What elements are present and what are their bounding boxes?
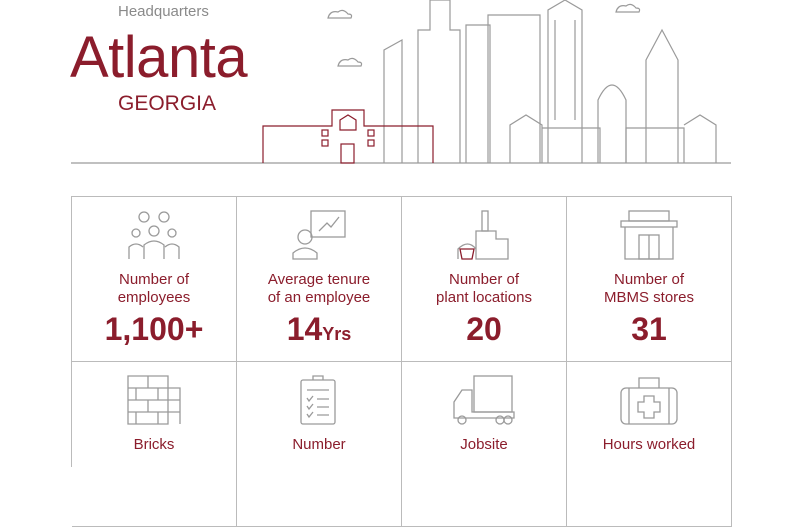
stat-label-line2: plant locations — [436, 289, 532, 306]
stat-employees: Number of employees 1,100+ — [72, 197, 237, 362]
headquarters-label: Headquarters — [118, 3, 209, 20]
stat-label-line1: Jobsite — [460, 436, 508, 453]
stat-label-line1: Number of — [448, 271, 520, 288]
stat-tenure: Average tenure of an employee 14Yrs — [237, 197, 402, 362]
stat-label-line1: Hours worked — [602, 436, 696, 453]
stat-label-line2: of an employee — [267, 289, 371, 306]
presenter-chart-icon — [292, 210, 346, 260]
brick-wall-icon — [127, 375, 181, 425]
stats-grid: Number of employees 1,100+ Average tenure… — [71, 196, 732, 527]
stat-hours: Hours worked — [567, 362, 732, 527]
first-aid-kit-icon — [620, 377, 678, 425]
delivery-truck-icon — [453, 375, 515, 425]
people-group-icon — [128, 211, 180, 259]
city-title: Atlanta — [70, 25, 248, 90]
stat-label-line1: Number — [292, 436, 346, 453]
stat-label-line2: employees — [117, 289, 191, 306]
stat-checklist: Number — [237, 362, 402, 527]
stat-value: 1,100+ — [104, 311, 204, 347]
atlanta-skyline-illustration — [71, 0, 731, 164]
state-label: GEORGIA — [118, 92, 217, 115]
factory-icon — [457, 210, 509, 260]
stat-label-line1: Average tenure — [267, 271, 371, 288]
stat-bricks: Bricks — [72, 362, 237, 527]
stat-label-line2: MBMS stores — [603, 289, 694, 306]
stat-label-line1: Number of — [118, 271, 190, 288]
stat-label-line1: Bricks — [133, 436, 175, 453]
stat-label-line1: Number of — [613, 271, 685, 288]
stat-value: 31 — [631, 311, 667, 347]
stat-value: 14 — [286, 311, 323, 347]
stat-plants: Number of plant locations 20 — [402, 197, 567, 362]
stat-unit: Yrs — [322, 324, 352, 344]
clipboard-checklist-icon — [300, 375, 336, 425]
stat-stores: Number of MBMS stores 31 — [567, 197, 732, 362]
stat-jobsite: Jobsite — [402, 362, 567, 527]
stat-value: 20 — [466, 311, 502, 347]
storefront-icon — [620, 210, 678, 260]
